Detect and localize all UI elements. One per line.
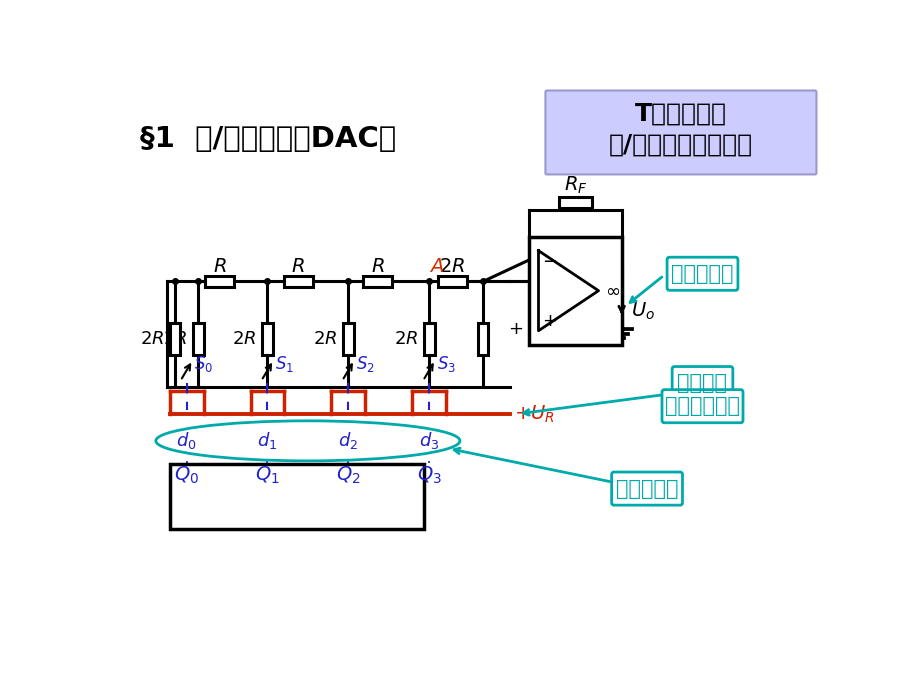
Text: $S_1$: $S_1$: [275, 354, 294, 374]
Text: $A$: $A$: [429, 257, 444, 275]
Text: $S_2$: $S_2$: [356, 354, 374, 374]
Text: $d_0$: $d_0$: [176, 431, 197, 451]
Bar: [362, 276, 391, 287]
FancyBboxPatch shape: [611, 472, 682, 505]
Text: $2R$: $2R$: [163, 331, 187, 348]
Text: 输出模拟量: 输出模拟量: [671, 264, 733, 284]
Bar: [169, 323, 180, 355]
Text: $d_2$: $d_2$: [338, 431, 358, 451]
Text: $Q_2$: $Q_2$: [335, 465, 360, 486]
Bar: [262, 323, 273, 355]
Text: $2R$: $2R$: [140, 331, 165, 348]
Text: $2R$: $2R$: [233, 331, 256, 348]
Text: 输入数字量: 输入数字量: [615, 479, 677, 499]
Text: §1  数/模转换器（DAC）: §1 数/模转换器（DAC）: [141, 125, 396, 153]
Bar: [193, 323, 203, 355]
Bar: [283, 276, 312, 287]
Bar: [528, 237, 621, 344]
Text: $Q_1$: $Q_1$: [255, 465, 279, 486]
Text: $d_3$: $d_3$: [418, 431, 439, 451]
Bar: [559, 197, 591, 208]
Bar: [169, 464, 424, 529]
Text: $R$: $R$: [212, 257, 226, 275]
Text: $2R$: $2R$: [313, 331, 337, 348]
FancyBboxPatch shape: [662, 390, 743, 423]
Text: $U_o$: $U_o$: [630, 301, 654, 322]
Text: $2R$: $2R$: [438, 257, 465, 275]
Text: $R_F$: $R_F$: [563, 175, 586, 196]
FancyBboxPatch shape: [672, 366, 732, 400]
Text: T型电阵网络: T型电阵网络: [634, 101, 726, 126]
Text: $+U_R$: $+U_R$: [514, 403, 554, 424]
Text: $+$: $+$: [541, 313, 556, 331]
Text: $R$: $R$: [370, 257, 384, 275]
Text: $-$: $-$: [541, 251, 556, 269]
Text: $S_3$: $S_3$: [437, 354, 456, 374]
Bar: [477, 323, 488, 355]
Text: $Q_0$: $Q_0$: [174, 465, 199, 486]
Bar: [343, 323, 353, 355]
Bar: [424, 323, 434, 355]
Text: $d_1$: $d_1$: [257, 431, 278, 451]
Text: $\infty$: $\infty$: [604, 282, 619, 299]
FancyBboxPatch shape: [666, 257, 737, 290]
Text: $+$: $+$: [507, 320, 522, 338]
Bar: [205, 276, 234, 287]
Bar: [437, 276, 466, 287]
Text: $R$: $R$: [291, 257, 305, 275]
FancyBboxPatch shape: [545, 90, 815, 175]
Text: 数码寄存器: 数码寄存器: [263, 496, 330, 516]
Text: 参考电压: 参考电压: [676, 373, 727, 393]
Text: 数/模转换器（四位）: 数/模转换器（四位）: [608, 132, 752, 157]
Text: $2R$: $2R$: [393, 331, 418, 348]
Text: （基准电压）: （基准电压）: [664, 396, 739, 416]
Text: $Q_3$: $Q_3$: [416, 465, 441, 486]
Text: $S_0$: $S_0$: [194, 354, 213, 374]
